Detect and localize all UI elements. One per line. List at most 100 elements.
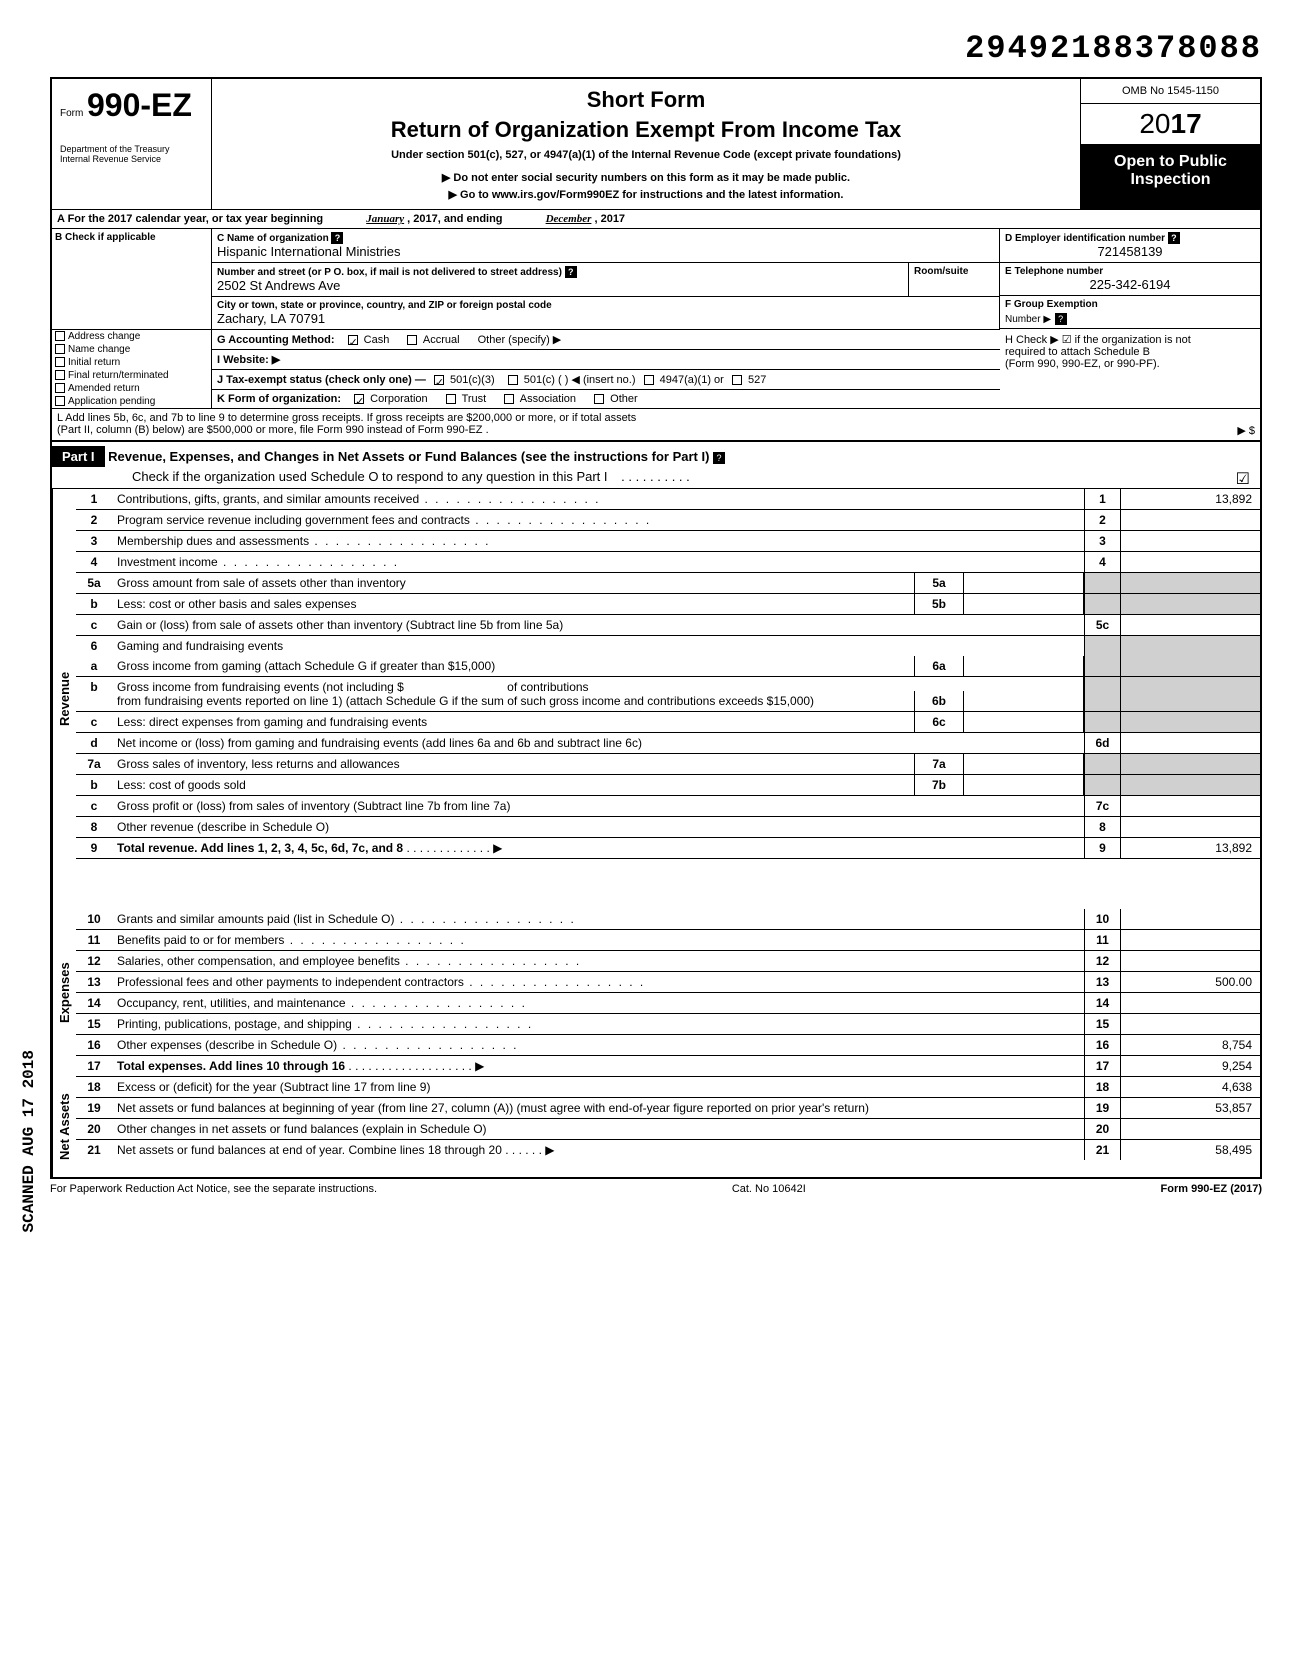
line-18-desc: Excess or (deficit) for the year (Subtra…	[112, 1077, 1084, 1097]
part1-table: Part I Revenue, Expenses, and Changes in…	[50, 442, 1262, 1179]
line-3-desc: Membership dues and assessments	[112, 531, 1084, 551]
open-public-2: Inspection	[1085, 171, 1256, 189]
checkbox[interactable]	[55, 357, 65, 367]
line-4-desc: Investment income	[112, 552, 1084, 572]
line-13-amt: 500.00	[1120, 972, 1260, 992]
checkbox[interactable]	[55, 331, 65, 341]
scanned-stamp: SCANNED AUG 17 2018	[20, 1050, 38, 1232]
city-val: Zachary, LA 70791	[217, 311, 325, 326]
city-label: City or town, state or province, country…	[217, 300, 994, 311]
help-icon[interactable]: ?	[1055, 313, 1067, 325]
k-label: K Form of organization:	[217, 393, 341, 405]
other-checkbox[interactable]	[594, 394, 604, 404]
line-17-amt: 9,254	[1120, 1056, 1260, 1076]
line-5b-desc: Less: cost or other basis and sales expe…	[112, 594, 914, 614]
dept-irs: Internal Revenue Service	[60, 154, 203, 164]
right-header: OMB No 1545-1150 2017 Open to Public Ins…	[1080, 79, 1260, 209]
line-8-desc: Other revenue (describe in Schedule O)	[112, 817, 1084, 837]
footer: For Paperwork Reduction Act Notice, see …	[50, 1179, 1262, 1199]
line-6b-desc: Gross income from fundraising events (no…	[112, 677, 914, 711]
line-6d-desc: Net income or (loss) from gaming and fun…	[112, 733, 1084, 753]
g-label: G Accounting Method:	[217, 334, 335, 346]
end-year: , 2017	[594, 213, 625, 225]
line-5a-desc: Gross amount from sale of assets other t…	[112, 573, 914, 593]
h-label3: (Form 990, 990-EZ, or 990-PF).	[1005, 358, 1255, 370]
line-16-amt: 8,754	[1120, 1035, 1260, 1055]
line-7a-desc: Gross sales of inventory, less returns a…	[112, 754, 914, 774]
line-13-desc: Professional fees and other payments to …	[112, 972, 1084, 992]
line-11-desc: Benefits paid to or for members	[112, 930, 1084, 950]
line-8-amt	[1120, 817, 1260, 837]
section-a: A For the 2017 calendar year, or tax yea…	[50, 209, 1262, 442]
line-7c-desc: Gross profit or (loss) from sales of inv…	[112, 796, 1084, 816]
f-label: F Group Exemption	[1005, 299, 1255, 310]
year-suffix: 17	[1171, 108, 1202, 139]
ein-val: 721458139	[1005, 244, 1255, 259]
section-b: B Check if applicable	[52, 229, 212, 330]
help-icon[interactable]: ?	[331, 232, 343, 244]
phone-val: 225-342-6194	[1005, 277, 1255, 292]
form-header: Form 990-EZ Department of the Treasury I…	[50, 77, 1262, 209]
line-6a-desc: Gross income from gaming (attach Schedul…	[112, 656, 914, 676]
year-prefix: 20	[1139, 108, 1170, 139]
cal-year-label: A For the 2017 calendar year, or tax yea…	[57, 213, 323, 225]
line-6-desc: Gaming and fundraising events	[112, 636, 1084, 656]
form-number-box: Form 990-EZ Department of the Treasury I…	[52, 79, 212, 209]
trust-checkbox[interactable]	[446, 394, 456, 404]
checkbox[interactable]	[55, 344, 65, 354]
expenses-side-label: Expenses	[52, 909, 76, 1077]
j-label: J Tax-exempt status (check only one) —	[217, 374, 426, 386]
begin-month: January	[366, 213, 404, 225]
title-box: Short Form Return of Organization Exempt…	[212, 79, 1080, 209]
l-label2: (Part II, column (B) below) are $500,000…	[57, 424, 489, 436]
omb-number: OMB No 1545-1150	[1081, 79, 1260, 104]
part1-check-text: Check if the organization used Schedule …	[132, 469, 608, 484]
line-21-desc: Net assets or fund balances at end of ye…	[112, 1140, 1084, 1160]
subtitle-1: Under section 501(c), 527, or 4947(a)(1)…	[232, 149, 1060, 161]
line-18-amt: 4,638	[1120, 1077, 1260, 1097]
help-icon[interactable]: ?	[713, 452, 725, 464]
line-19-amt: 53,857	[1120, 1098, 1260, 1118]
help-icon[interactable]: ?	[565, 266, 577, 278]
e-label: E Telephone number	[1005, 266, 1255, 277]
main-title: Return of Organization Exempt From Incom…	[232, 117, 1060, 143]
527-checkbox[interactable]	[732, 375, 742, 385]
document-id: 29492188378088	[50, 30, 1262, 67]
subtitle-3: ▶ Go to www.irs.gov/Form990EZ for instru…	[232, 188, 1060, 201]
d-label: D Employer identification number ?	[1005, 232, 1255, 244]
form-number: 990-EZ	[87, 87, 192, 123]
checkbox[interactable]	[55, 383, 65, 393]
h-label: H Check ▶ ☑ if the organization is not	[1005, 333, 1255, 346]
line-19-desc: Net assets or fund balances at beginning…	[112, 1098, 1084, 1118]
short-form-title: Short Form	[232, 87, 1060, 113]
line-1-amt: 13,892	[1120, 489, 1260, 509]
cash-checkbox[interactable]: ✓	[348, 335, 358, 345]
street-label: Number and street (or P O. box, if mail …	[217, 266, 903, 278]
checkbox[interactable]	[55, 396, 65, 406]
501c3-checkbox[interactable]: ✓	[434, 375, 444, 385]
help-icon[interactable]: ?	[1168, 232, 1180, 244]
dept-treasury: Department of the Treasury	[60, 144, 203, 154]
b-label: B Check if applicable	[55, 232, 208, 243]
footer-right: Form 990-EZ (2017)	[1161, 1183, 1262, 1195]
line-6d-amt	[1120, 733, 1260, 753]
open-public-badge: Open to Public Inspection	[1081, 145, 1260, 209]
checkbox[interactable]	[55, 370, 65, 380]
line-7b-desc: Less: cost of goods sold	[112, 775, 914, 795]
501c-checkbox[interactable]	[508, 375, 518, 385]
line-3-amt	[1120, 531, 1260, 551]
line-6c-desc: Less: direct expenses from gaming and fu…	[112, 712, 914, 732]
tax-year: 2017	[1081, 104, 1260, 145]
accrual-checkbox[interactable]	[407, 335, 417, 345]
corp-checkbox[interactable]: ✓	[354, 394, 364, 404]
line-20-desc: Other changes in net assets or fund bala…	[112, 1119, 1084, 1139]
line-4-amt	[1120, 552, 1260, 572]
line-15-desc: Printing, publications, postage, and shi…	[112, 1014, 1084, 1034]
assoc-checkbox[interactable]	[504, 394, 514, 404]
line-1-desc: Contributions, gifts, grants, and simila…	[112, 489, 1084, 509]
4947-checkbox[interactable]	[644, 375, 654, 385]
line-7c-amt	[1120, 796, 1260, 816]
line-17-desc: Total expenses. Add lines 10 through 16	[117, 1059, 345, 1073]
line-5c-amt	[1120, 615, 1260, 635]
org-name: Hispanic International Ministries	[217, 244, 401, 259]
